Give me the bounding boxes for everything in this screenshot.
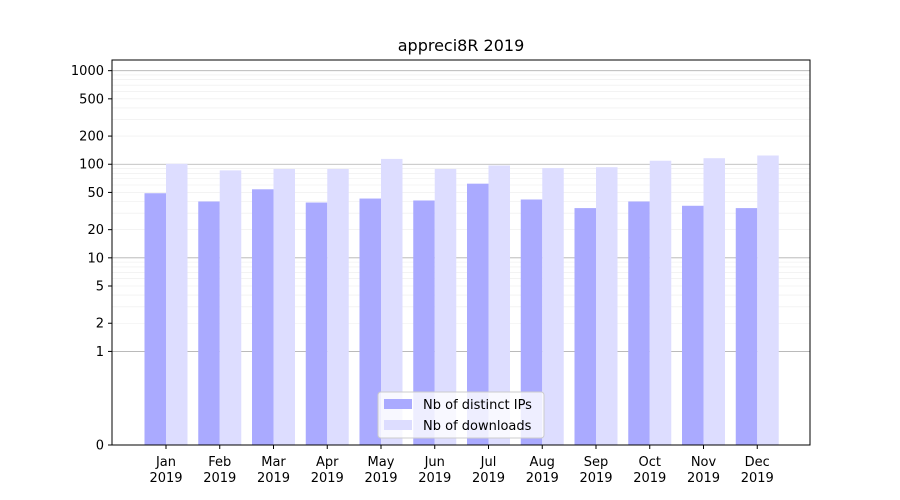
legend-swatch-ips [384, 399, 412, 409]
y-tick-label: 2 [96, 317, 104, 332]
bar-downloads [273, 168, 295, 445]
x-tick-label-month: Dec [745, 455, 770, 470]
x-tick-label-year: 2019 [149, 471, 182, 486]
x-tick-label-month: Jan [155, 455, 176, 470]
axes-frame [111, 59, 811, 446]
bar-distinct-ips [574, 208, 596, 445]
x-tick-label-month: Sep [584, 455, 609, 470]
x-tick-label-month: Nov [691, 455, 717, 470]
legend-label-ips: Nb of distinct IPs [423, 398, 532, 413]
bar-downloads [166, 163, 188, 445]
x-tick-label-year: 2019 [579, 471, 612, 486]
y-tick-label: 10 [87, 251, 104, 266]
x-tick-label-year: 2019 [741, 471, 774, 486]
bar-distinct-ips [628, 201, 650, 445]
x-tick-label-year: 2019 [633, 471, 666, 486]
y-tick-label: 20 [87, 223, 104, 238]
x-tick-label-month: Mar [261, 455, 286, 470]
y-tick-label: 50 [87, 186, 104, 201]
x-tick-label-year: 2019 [526, 471, 559, 486]
bar-distinct-ips [682, 205, 704, 445]
bar-downloads [596, 167, 618, 446]
bar-downloads [488, 165, 510, 446]
y-axis-ticks: 0 1 2 5 10 20 50 100 200 500 1000 [71, 64, 112, 454]
bar-distinct-ips [252, 189, 274, 445]
x-axis-ticks: Jan2019Feb2019Mar2019Apr2019May2019Jun20… [149, 445, 774, 486]
bar-distinct-ips [413, 200, 435, 445]
x-tick-label-year: 2019 [311, 471, 344, 486]
bar-downloads [434, 168, 457, 445]
legend-box [377, 391, 545, 439]
legend-label-downloads: Nb of downloads [423, 419, 532, 434]
y-tick-label: 100 [79, 158, 104, 173]
legend-swatch-downloads [384, 420, 412, 430]
bar-distinct-ips [520, 199, 543, 445]
x-tick-label-month: Oct [639, 455, 661, 470]
bar-distinct-ips [198, 201, 220, 445]
y-tick-label: 1 [96, 345, 104, 360]
y-tick-label: 500 [79, 92, 104, 107]
bar-downloads [327, 168, 349, 445]
x-tick-label-month: Apr [316, 455, 339, 470]
bar-downloads [703, 158, 725, 446]
y-tick-label: 200 [79, 130, 104, 145]
chart-title: appreci8R 2019 [398, 36, 525, 55]
bar-distinct-ips [144, 193, 166, 445]
y-tick-label: 0 [96, 439, 104, 454]
x-tick-label-month: Jun [424, 455, 445, 470]
bars [144, 155, 779, 446]
bar-downloads [649, 160, 672, 446]
bar-distinct-ips [305, 202, 328, 445]
y-tick-label: 5 [96, 280, 104, 295]
x-tick-label-month: Jul [480, 455, 497, 470]
bar-downloads [757, 155, 779, 445]
y-tick-label: 1000 [71, 64, 104, 79]
x-tick-label-year: 2019 [203, 471, 236, 486]
x-tick-label-month: Feb [208, 455, 231, 470]
legend: Nb of distinct IPs Nb of downloads [377, 391, 545, 439]
x-tick-label-month: Aug [530, 455, 555, 470]
x-tick-label-year: 2019 [687, 471, 720, 486]
x-tick-label-year: 2019 [364, 471, 397, 486]
bar-downloads [219, 170, 242, 445]
bar-distinct-ips [735, 208, 758, 445]
x-tick-label-month: May [368, 455, 395, 470]
bar-distinct-ips [359, 198, 381, 445]
bar-downloads [381, 158, 403, 446]
bar-distinct-ips [467, 183, 489, 445]
x-tick-label-year: 2019 [257, 471, 290, 486]
x-tick-label-year: 2019 [472, 471, 505, 486]
x-tick-label-year: 2019 [418, 471, 451, 486]
bar-downloads [542, 168, 564, 445]
